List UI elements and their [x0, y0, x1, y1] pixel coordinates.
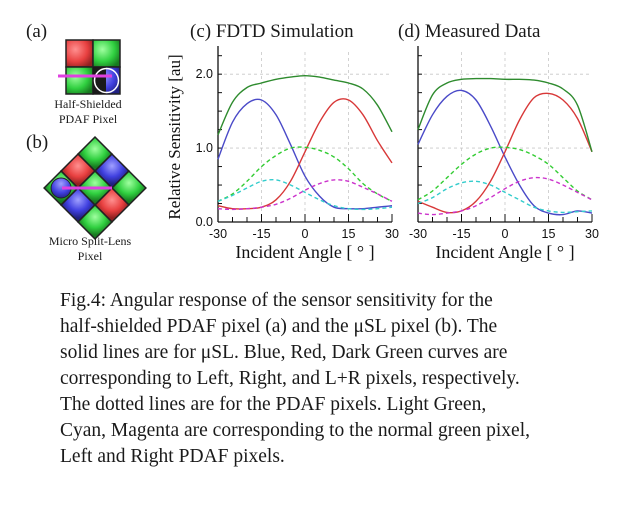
panel-b-letter: (b) [26, 132, 49, 153]
figure-graphics: -30 -15 0 15 30 0.0 1.0 2.0 Incident Angle [ ° ]… [43, 39, 599, 262]
pdaf-microlens [93, 67, 120, 94]
caption-line: Fig.4: Angular response of the sensor se… [60, 290, 493, 311]
series-line-normal-green-pixel [217, 146, 393, 202]
x-axis-label: Incident Angle [ ° ] [235, 242, 374, 262]
pdaf-cell-green-1 [92, 39, 121, 68]
caption-line: Left and Right PDAF pixels. [60, 446, 285, 467]
panel-c-title: (c) FDTD Simulation [190, 21, 354, 42]
series-line-left-sl [417, 89, 593, 216]
x-tick-label: -30 [409, 227, 427, 241]
x-tick-label: -30 [209, 227, 227, 241]
y-tick-label: 2.0 [196, 67, 213, 81]
y-tick-label: 0.0 [196, 215, 213, 229]
panel-a-caption-line2: PDAF Pixel [58, 112, 118, 126]
pdaf-cell-green-2 [65, 66, 94, 95]
series-line-normal-green-pixel [417, 146, 593, 201]
caption-line: solid lines are for μSL. Blue, Red, Dark… [60, 342, 508, 363]
series-line-right-pdaf [217, 179, 393, 211]
x-tick-label: 15 [342, 227, 356, 241]
x-tick-label: 0 [502, 227, 509, 241]
series-line-right-pdaf [417, 176, 593, 216]
pdaf-pixel-diagram [58, 39, 121, 95]
caption-line: The dotted lines are for the PDAF pixels… [60, 394, 487, 415]
series-line-l-r-sl [417, 77, 593, 153]
series-line-left-pdaf [217, 178, 393, 211]
split-lens-pixel-diagram [43, 136, 147, 240]
panel-b-caption: Micro Split-Lens Pixel [30, 234, 150, 264]
x-tick-label: -15 [252, 227, 270, 241]
x-tick-label: 30 [585, 227, 599, 241]
y-tick-label: 1.0 [196, 141, 213, 155]
panel-d-title: (d) Measured Data [398, 21, 541, 42]
x-tick-label: 15 [542, 227, 556, 241]
x-axis-label: Incident Angle [ ° ] [435, 242, 574, 262]
caption-line: corresponding to Left, Right, and L+R pi… [60, 368, 520, 389]
caption-line: half-shielded PDAF pixel (a) and the μSL… [60, 316, 498, 337]
series-line-right-sl [417, 92, 593, 214]
pdaf-cell-red [65, 39, 94, 68]
caption-line: Cyan, Magenta are corresponding to the n… [60, 420, 531, 441]
panel-a-caption-line1: Half-Shielded [54, 97, 122, 111]
panel-b-caption-line1: Micro Split-Lens [48, 234, 132, 248]
chart-fdtd-simulation: -30 -15 0 15 30 0.0 1.0 2.0 Incident Angle [ ° ]… [165, 46, 399, 262]
chart-measured-data: -30 -15 0 15 30 Incident Angle [ ° ] [409, 46, 599, 262]
msl-lens [50, 177, 72, 199]
x-tick-label: -15 [452, 227, 470, 241]
series-line-l-r-sl [217, 74, 393, 136]
panel-a-letter: (a) [26, 21, 48, 42]
panel-a-caption: Half-Shielded PDAF Pixel [40, 97, 136, 127]
x-tick-label: 30 [385, 227, 399, 241]
panel-b-caption-line2: Pixel [77, 249, 103, 263]
y-axis-label: Relative Sensitivity [au] [165, 54, 184, 219]
series-line-left-pdaf [417, 180, 593, 214]
msl-cell [76, 203, 114, 240]
x-tick-label: 0 [302, 227, 309, 241]
figure-caption: Fig.4: Angular response of the sensor se… [60, 288, 620, 470]
